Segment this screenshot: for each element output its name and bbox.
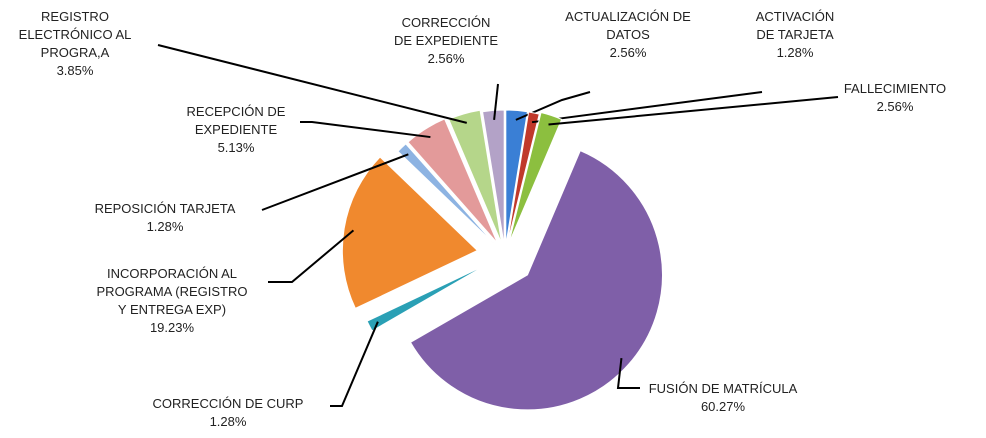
- slice-percent: 1.28%: [209, 414, 247, 429]
- pie-slice: [397, 143, 496, 246]
- slice-label: CORRECCIÓN DE CURP: [152, 396, 304, 411]
- slice-percent: 5.13%: [217, 140, 255, 155]
- pie-slice: [407, 118, 498, 244]
- leader-line: [548, 96, 839, 126]
- slice-label: RECEPCIÓN DE EXPEDIENTE: [186, 104, 286, 137]
- slice-label: REPOSICIÓN TARJETA: [94, 201, 236, 216]
- pie-slice: [366, 262, 490, 332]
- slice-label: CORRECCIÓN DE EXPEDIENTE: [393, 15, 499, 48]
- slice-percent: 2.56%: [876, 99, 914, 114]
- leader-line: [268, 229, 355, 283]
- slice-label: ACTIVACIÓN DE TARJETA: [755, 9, 835, 42]
- slice-label: FALLECIMIENTO: [843, 81, 947, 96]
- leader-line: [157, 44, 467, 124]
- leader-line: [261, 153, 409, 211]
- slice-label: ACTUALIZACIÓN DE DATOS: [565, 9, 691, 42]
- leader-line: [330, 321, 379, 407]
- leader-line: [616, 358, 640, 389]
- leader-line: [531, 91, 763, 124]
- slice-percent: 1.28%: [776, 45, 814, 60]
- pie-slice: [409, 150, 663, 411]
- slice-label: FUSIÓN DE MATRÍCULA: [648, 381, 798, 396]
- slice-percent: 19.23%: [149, 320, 195, 335]
- slice-percent: 2.56%: [427, 51, 465, 66]
- slice-percent: 60.27%: [700, 399, 746, 414]
- slice-percent: 3.85%: [56, 63, 94, 78]
- pie-slice: [505, 109, 528, 246]
- pie-slice: [508, 111, 563, 244]
- slice-label: INCORPORACIÓN AL PROGRAMA (REGISTRO Y EN…: [96, 266, 248, 317]
- slice-label: REGISTRO ELECTRÓNICO AL PROGRA,A: [18, 9, 132, 60]
- leader-line: [493, 83, 499, 120]
- pie-slice: [506, 111, 540, 246]
- pie-slice: [482, 109, 505, 246]
- slice-percent: 1.28%: [146, 219, 184, 234]
- leader-line: [300, 121, 431, 139]
- slice-percent: 2.56%: [609, 45, 647, 60]
